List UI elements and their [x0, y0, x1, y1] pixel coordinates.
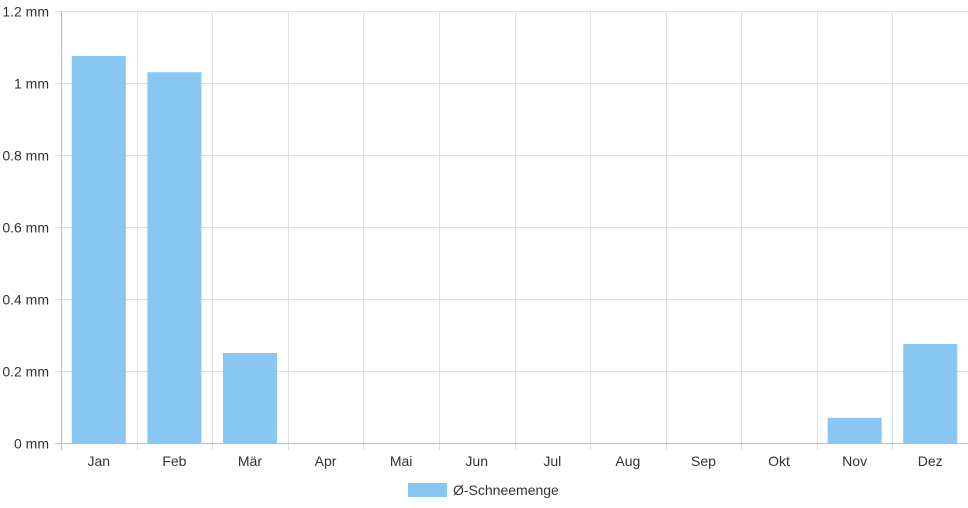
x-tick-label: Jul [543, 453, 561, 469]
x-tick-label: Mai [390, 453, 413, 469]
x-tick-label: Sep [691, 453, 716, 469]
y-tick-label: 0.4 mm [2, 292, 49, 308]
x-tick-label: Okt [768, 453, 790, 469]
y-tick-label: 0.2 mm [2, 364, 49, 380]
x-tick-label: Jan [88, 453, 111, 469]
bar-Dez[interactable] [903, 344, 958, 443]
x-tick-label: Mär [238, 453, 262, 469]
x-tick-label: Jun [465, 453, 488, 469]
bars [71, 56, 958, 443]
grid-lines [55, 11, 968, 450]
bar-Feb[interactable] [147, 72, 202, 443]
x-tick-label: Feb [162, 453, 186, 469]
x-axis-tick-labels: Jan Feb Mär Apr Mai Jun Jul Aug Sep Okt Nov Dez [88, 453, 943, 469]
bar-Nov[interactable] [827, 417, 882, 443]
legend[interactable]: Ø-Schneemenge [408, 482, 559, 498]
x-tick-label: Nov [842, 453, 867, 469]
x-tick-label: Apr [315, 453, 337, 469]
y-tick-label: 0.6 mm [2, 220, 49, 236]
bar-Jan[interactable] [71, 56, 126, 443]
y-tick-label: 0.8 mm [2, 148, 49, 164]
x-tick-label: Dez [918, 453, 943, 469]
y-axis-tick-labels: 0 mm 0.2 mm 0.4 mm 0.6 mm 0.8 mm 1 mm 1.2 mm [2, 4, 49, 452]
y-tick-label: 1 mm [14, 76, 49, 92]
legend-label[interactable]: Ø-Schneemenge [453, 482, 559, 498]
legend-swatch[interactable] [408, 483, 447, 497]
x-tick-label: Aug [615, 453, 640, 469]
bar-Mär[interactable] [222, 353, 277, 443]
y-tick-label: 0 mm [14, 436, 49, 452]
y-tick-label: 1.2 mm [2, 4, 49, 20]
